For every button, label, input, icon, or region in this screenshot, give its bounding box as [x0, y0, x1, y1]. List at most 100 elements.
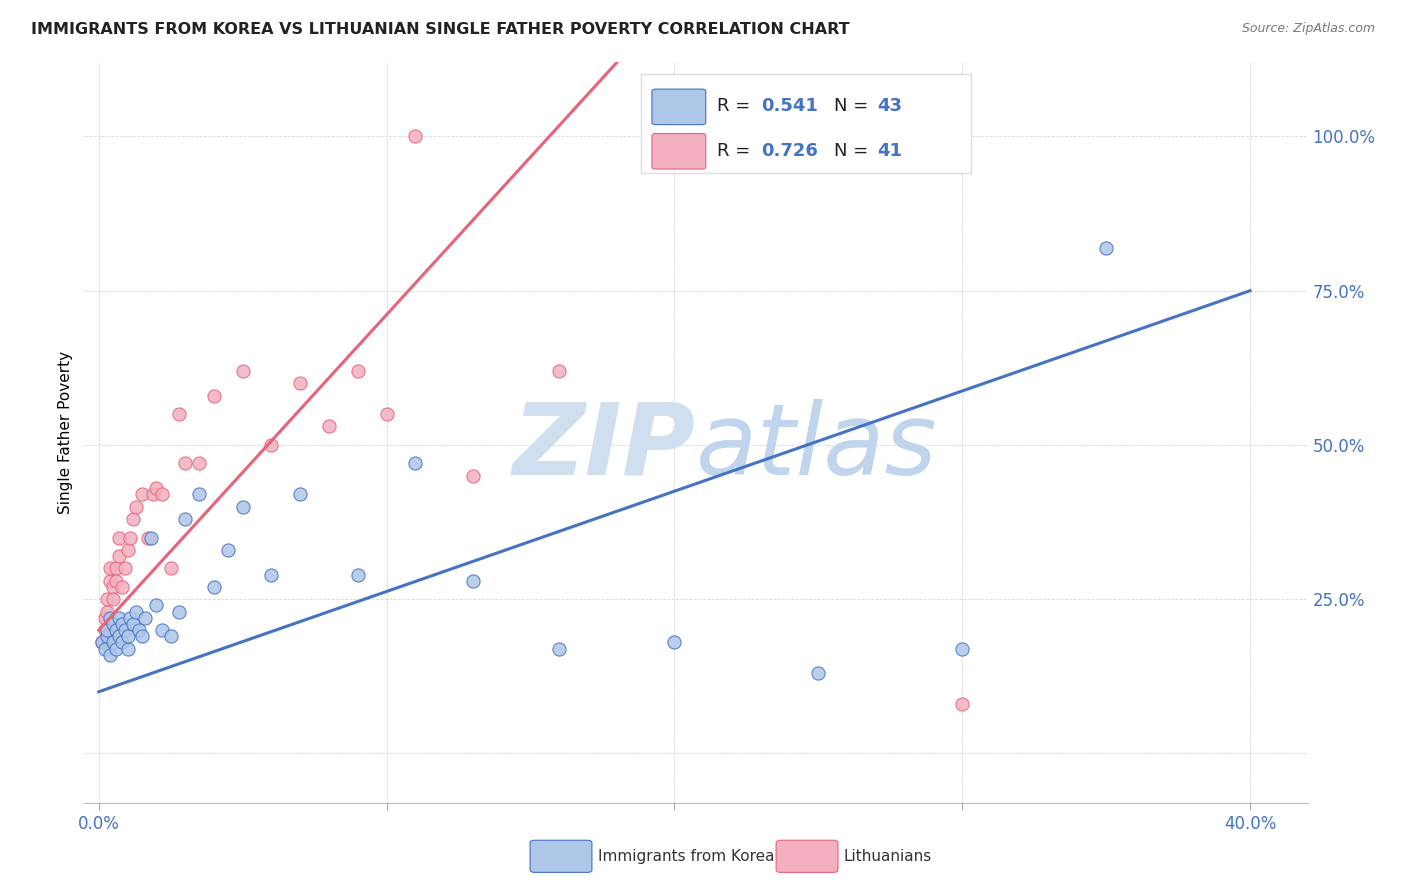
Point: [232, 500, 254, 514]
FancyBboxPatch shape: [652, 134, 706, 169]
Text: 0.726: 0.726: [761, 142, 818, 160]
Point: [950, 697, 973, 711]
Text: 41: 41: [877, 142, 903, 160]
Text: IMMIGRANTS FROM KOREA VS LITHUANIAN SINGLE FATHER POVERTY CORRELATION CHART: IMMIGRANTS FROM KOREA VS LITHUANIAN SING…: [31, 22, 849, 37]
Point: [548, 364, 571, 378]
FancyBboxPatch shape: [652, 89, 706, 125]
Point: [98, 611, 121, 625]
Point: [108, 549, 131, 563]
Text: R =: R =: [717, 97, 756, 115]
Point: [114, 561, 136, 575]
Text: Source: ZipAtlas.com: Source: ZipAtlas.com: [1241, 22, 1375, 36]
Point: [131, 487, 153, 501]
Point: [96, 623, 118, 637]
Point: [125, 500, 148, 514]
Point: [169, 407, 191, 421]
Point: [125, 605, 148, 619]
Point: [101, 592, 124, 607]
Point: [807, 129, 830, 144]
FancyBboxPatch shape: [641, 73, 972, 173]
Point: [174, 512, 197, 526]
Text: 43: 43: [877, 97, 903, 115]
Point: [96, 629, 118, 643]
Point: [117, 629, 139, 643]
Point: [145, 599, 167, 613]
Text: N =: N =: [834, 142, 875, 160]
Point: [807, 666, 830, 681]
Point: [404, 457, 426, 471]
Point: [111, 635, 134, 649]
Point: [96, 592, 118, 607]
Point: [108, 531, 131, 545]
Text: ZIP: ZIP: [513, 399, 696, 496]
Point: [145, 481, 167, 495]
Point: [664, 129, 686, 144]
Point: [950, 641, 973, 656]
Point: [188, 487, 211, 501]
Point: [128, 623, 150, 637]
Point: [548, 641, 571, 656]
Point: [93, 641, 115, 656]
Point: [98, 574, 121, 588]
Y-axis label: Single Father Poverty: Single Father Poverty: [58, 351, 73, 514]
Point: [90, 635, 112, 649]
Point: [159, 561, 181, 575]
Point: [96, 605, 118, 619]
Point: [101, 616, 124, 631]
Point: [375, 407, 398, 421]
Point: [134, 611, 156, 625]
Text: N =: N =: [834, 97, 875, 115]
Point: [105, 561, 128, 575]
Point: [142, 487, 165, 501]
Point: [139, 531, 162, 545]
Point: [120, 531, 142, 545]
Point: [188, 457, 211, 471]
Text: R =: R =: [717, 142, 756, 160]
Point: [122, 616, 145, 631]
Point: [260, 567, 283, 582]
Text: Lithuanians: Lithuanians: [844, 849, 932, 863]
Point: [174, 457, 197, 471]
Text: atlas: atlas: [696, 399, 938, 496]
Point: [114, 623, 136, 637]
Point: [318, 419, 340, 434]
Point: [98, 561, 121, 575]
Point: [159, 629, 181, 643]
Text: 0.541: 0.541: [761, 97, 818, 115]
Point: [111, 580, 134, 594]
Point: [202, 580, 225, 594]
Point: [1095, 240, 1118, 255]
Point: [150, 487, 173, 501]
Point: [404, 129, 426, 144]
Point: [290, 487, 312, 501]
Point: [101, 580, 124, 594]
Point: [93, 611, 115, 625]
Point: [461, 468, 484, 483]
Point: [346, 364, 368, 378]
Point: [105, 641, 128, 656]
Text: Immigrants from Korea: Immigrants from Korea: [598, 849, 775, 863]
Point: [217, 542, 239, 557]
Point: [90, 635, 112, 649]
Point: [117, 542, 139, 557]
Point: [105, 574, 128, 588]
Point: [136, 531, 159, 545]
Point: [260, 438, 283, 452]
Point: [150, 623, 173, 637]
Point: [117, 641, 139, 656]
Point: [346, 567, 368, 582]
Point: [461, 574, 484, 588]
Point: [93, 623, 115, 637]
Point: [122, 512, 145, 526]
Point: [98, 648, 121, 662]
Point: [120, 611, 142, 625]
Point: [108, 629, 131, 643]
Point: [664, 635, 686, 649]
Point: [111, 616, 134, 631]
Point: [169, 605, 191, 619]
Point: [131, 629, 153, 643]
Point: [290, 376, 312, 391]
Point: [202, 389, 225, 403]
Point: [232, 364, 254, 378]
Point: [108, 611, 131, 625]
